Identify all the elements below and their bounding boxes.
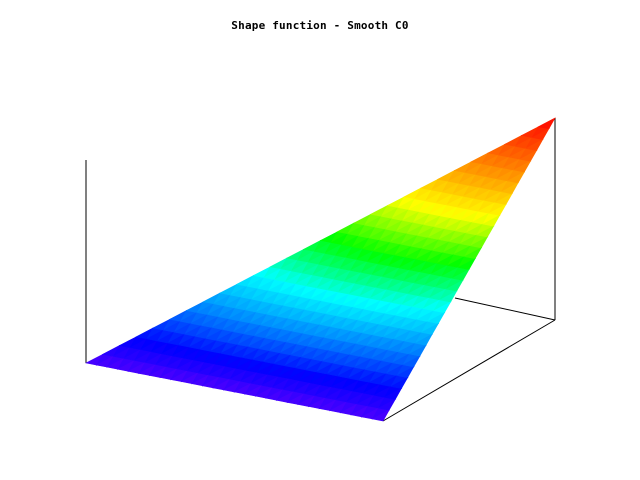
surface-facet [457,257,476,270]
surface-facet [537,117,556,130]
surface-facet [451,268,470,281]
surface-facet [445,279,464,292]
surface-facet [396,366,415,379]
surface-facet [531,128,550,140]
chart-title: Shape function - Smooth C0 [231,19,409,32]
surface-facet [494,193,513,205]
surface-facet [402,355,421,368]
surface-facet [371,409,390,422]
surface-facet [426,312,446,324]
surface-facet [506,171,526,184]
surface-facet [389,376,409,389]
surface-facet [420,322,440,335]
surface-facet [414,333,433,346]
surface-facet [439,290,458,303]
surface-facet [525,138,544,151]
floor-front-edge [382,319,556,422]
surface-mesh [85,117,556,422]
surface-facet [518,149,538,162]
surface-facet [383,387,403,400]
surface-facet [408,344,427,357]
surface-facet [500,182,519,195]
surface-facet [475,225,495,238]
surface-facet [512,160,532,173]
floor-back-edge [454,297,556,321]
surface-facet [482,214,501,227]
surface-facet [488,203,507,216]
surface-facet [432,301,452,314]
surface-facet [377,398,397,411]
axes-box [85,118,556,422]
surface-facet [463,247,483,260]
surface-facet [469,236,489,249]
